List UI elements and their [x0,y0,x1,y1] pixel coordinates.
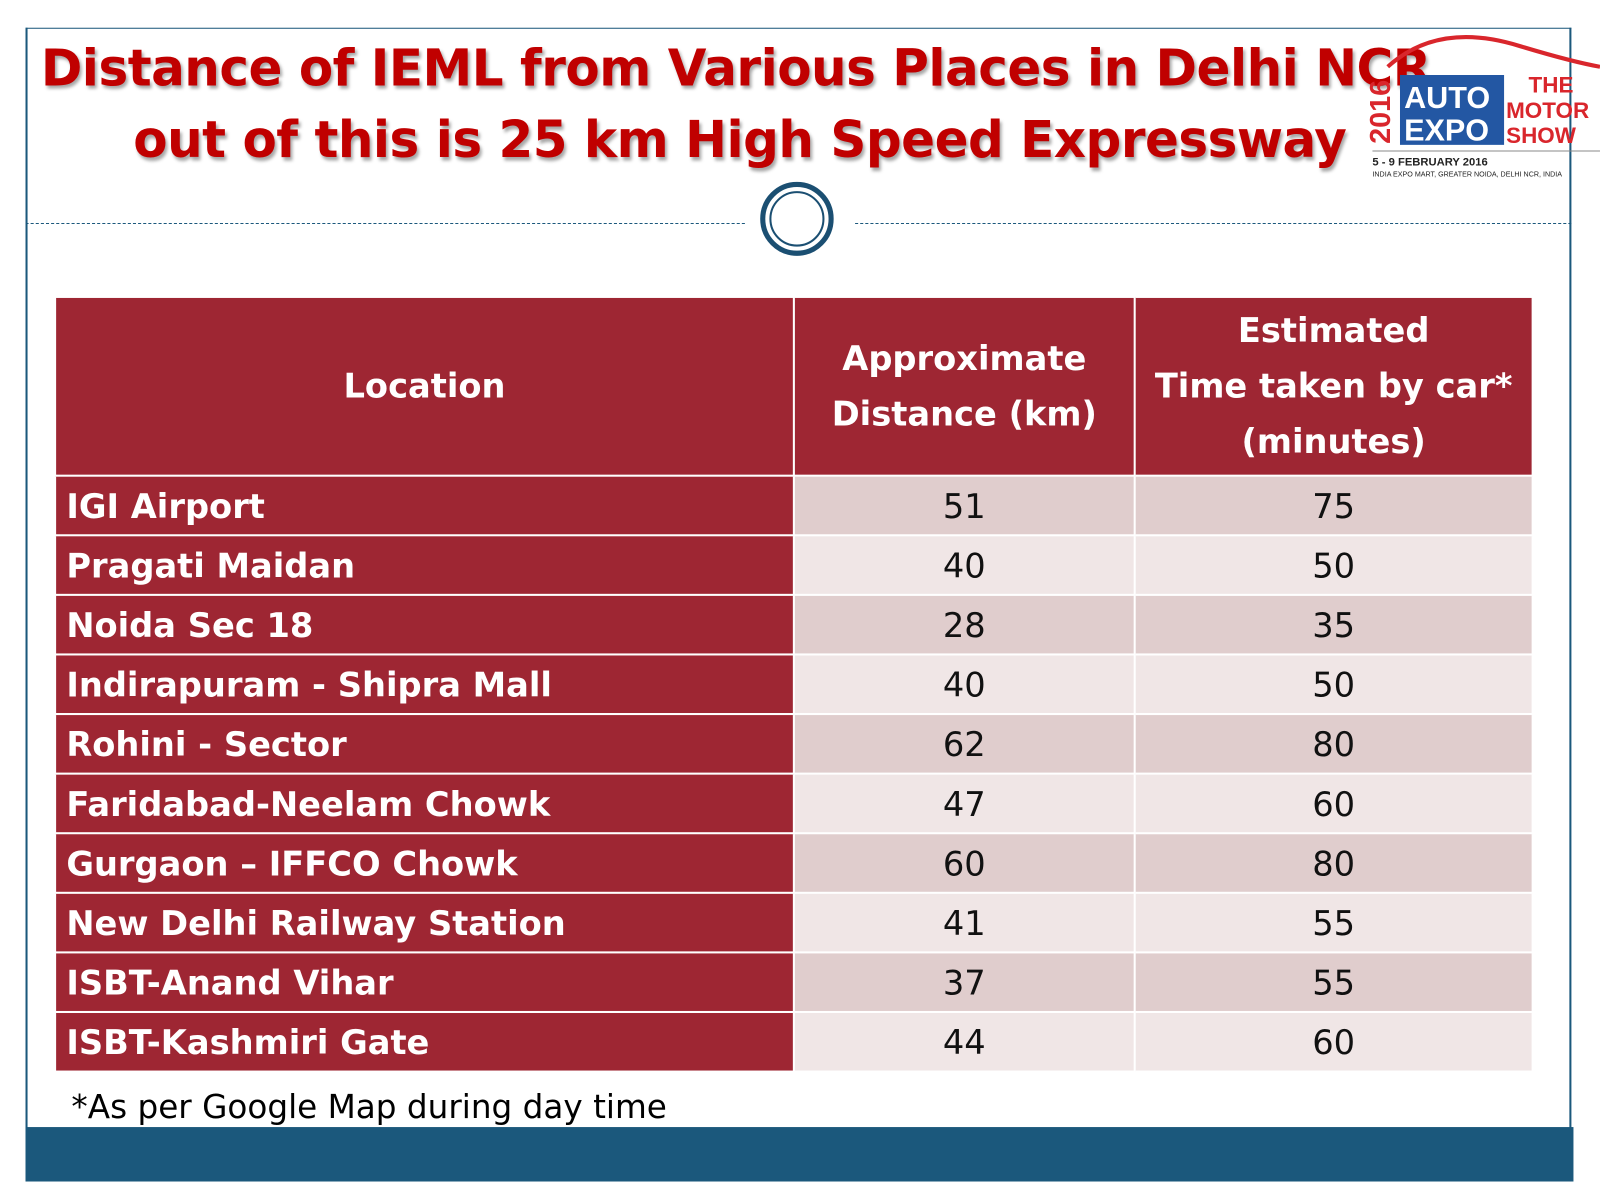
location-cell: IGI Airport [54,474,795,537]
footer-bar [25,1127,1574,1182]
logo-motor: MOTOR [1506,98,1589,123]
footnote: *As per Google Map during day time [71,1086,667,1127]
logo-auto: AUTO [1404,80,1490,115]
location-cell: Rohini - Sector [54,713,795,775]
distance-cell: 60 [792,832,1136,894]
location-cell: Gurgaon – IFFCO Chowk [54,832,795,894]
distance-cell: 51 [792,474,1136,537]
time-cell: 80 [1133,713,1534,775]
distance-cell: 40 [792,534,1136,596]
table-row: Rohini - Sector 62 80 [54,713,1534,775]
time-cell: 75 [1133,474,1534,537]
time-cell: 60 [1133,1010,1534,1073]
distance-cell: 40 [792,653,1136,716]
header-time: Estimated Time taken by car* (minutes) [1133,295,1534,477]
location-cell: Noida Sec 18 [54,593,795,656]
table-row: ISBT-Anand Vihar 37 55 [54,951,1534,1014]
divider-right [855,222,1572,224]
logo-venue: INDIA EXPO MART, GREATER NOIDA, DELHI NC… [1372,171,1562,179]
auto-expo-logo: 2016 AUTO EXPO THE MOTOR SHOW 5 - 9 FEBR… [1367,35,1600,179]
table-row: Noida Sec 18 28 35 [54,593,1534,656]
table-row: Gurgaon – IFFCO Chowk 60 80 [54,832,1534,894]
logo-dates: 5 - 9 FEBRUARY 2016 [1372,156,1487,168]
time-cell: 55 [1133,891,1534,954]
divider-left [25,222,745,224]
table-row: IGI Airport 51 75 [54,474,1534,537]
distance-cell: 37 [792,951,1136,1014]
time-cell: 35 [1133,593,1534,656]
table-row: New Delhi Railway Station 41 55 [54,891,1534,954]
header-location: Location [54,295,795,477]
time-cell: 55 [1133,951,1534,1014]
distance-cell: 47 [792,772,1136,835]
title-line-2: out of this is 25 km High Speed Expressw… [133,110,1347,170]
distance-cell: 28 [792,593,1136,656]
time-cell: 50 [1133,534,1534,596]
slide-frame [25,27,1572,1182]
title-line-1: Distance of IEML from Various Places in … [40,39,1431,98]
logo-the: THE [1529,72,1574,97]
location-cell: Indirapuram - Shipra Mall [54,653,795,716]
distance-cell: 41 [792,891,1136,954]
time-cell: 60 [1133,772,1534,835]
location-cell: ISBT-Anand Vihar [54,951,795,1014]
logo-show: SHOW [1506,123,1577,148]
header-distance: Approximate Distance (km) [792,295,1136,477]
table-row: ISBT-Kashmiri Gate 44 60 [54,1010,1534,1073]
distance-cell: 62 [792,713,1136,775]
distance-cell: 44 [792,1010,1136,1073]
logo-expo: EXPO [1404,113,1489,148]
table-row: Indirapuram - Shipra Mall 40 50 [54,653,1534,716]
table-row: Faridabad-Neelam Chowk 47 60 [54,772,1534,835]
location-cell: Faridabad-Neelam Chowk [54,772,795,835]
location-cell: New Delhi Railway Station [54,891,795,954]
location-cell: Pragati Maidan [54,534,795,596]
logo-year: 2016 [1367,80,1396,144]
time-cell: 80 [1133,832,1534,894]
distance-table: Location Approximate Distance (km) Estima… [54,295,1534,1073]
time-cell: 50 [1133,653,1534,716]
location-cell: ISBT-Kashmiri Gate [54,1010,795,1073]
table-row: Pragati Maidan 40 50 [54,534,1534,596]
circle-ornament-icon [760,181,834,256]
